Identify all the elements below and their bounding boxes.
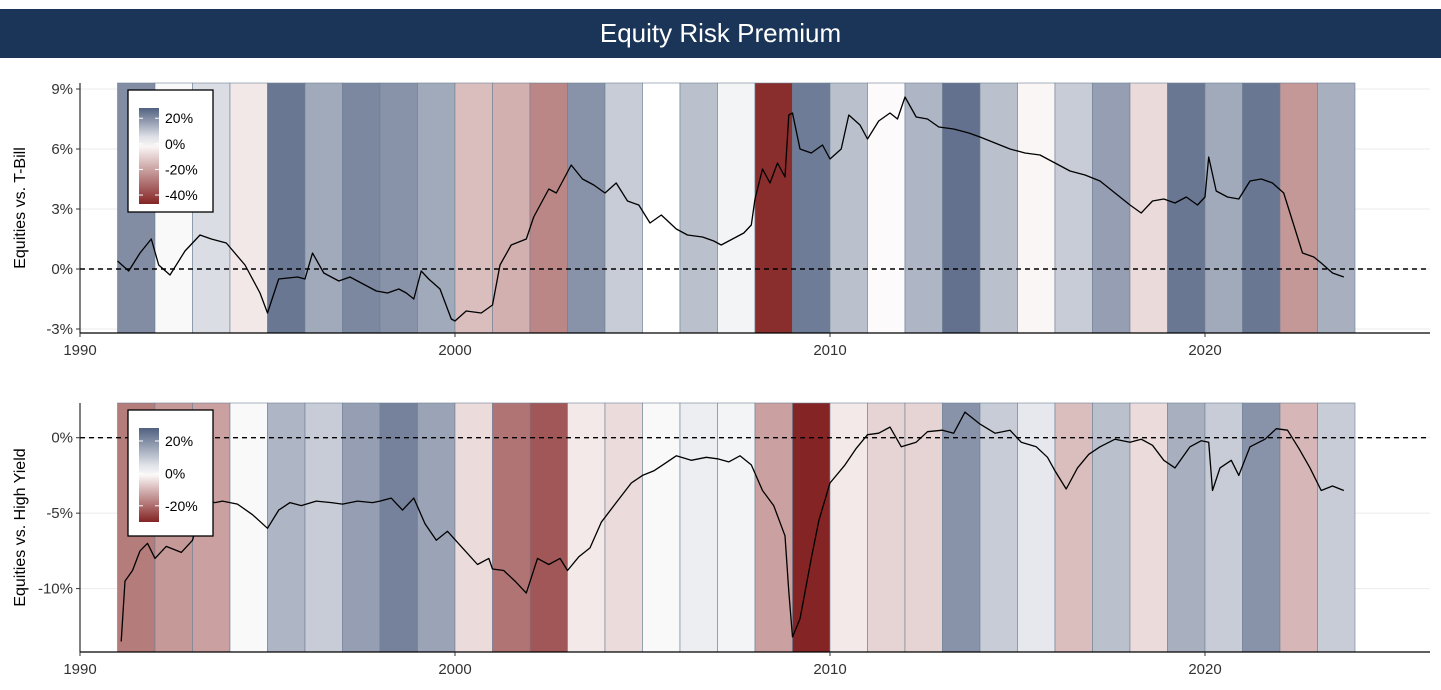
legend-colorbar	[139, 428, 159, 522]
annual-band-2021	[1242, 82, 1281, 334]
annual-band-2017	[1092, 402, 1131, 653]
annual-band-2010	[829, 82, 868, 334]
annual-band-2005	[642, 82, 681, 334]
legend-label: 0%	[165, 465, 185, 481]
annual-band-2019	[1167, 402, 1206, 653]
annual-band-2023	[1317, 402, 1356, 653]
annual-band-1999	[417, 402, 456, 653]
annual-band-2002	[529, 82, 568, 334]
annual-band-2011	[867, 82, 906, 334]
x-tick-label: 2010	[813, 342, 846, 359]
annual-band-1996	[304, 82, 343, 334]
annual-band-1996	[304, 402, 343, 653]
y-tick-label: 9%	[51, 81, 73, 98]
annual-band-2020	[1204, 402, 1243, 653]
annual-band-2015	[1017, 402, 1056, 653]
y-tick-label: 0%	[51, 261, 73, 278]
annual-band-2008	[754, 82, 793, 334]
annual-band-1994	[229, 82, 268, 334]
x-tick-label: 2000	[438, 661, 471, 678]
annual-band-2011	[867, 402, 906, 653]
annual-band-2005	[642, 402, 681, 653]
y-tick-label: -3%	[46, 321, 73, 338]
annual-band-2004	[604, 82, 643, 334]
legend-colorbar	[139, 108, 159, 204]
annual-band-1998	[379, 402, 418, 653]
x-tick-label: 2020	[1188, 661, 1221, 678]
annual-band-2000	[454, 402, 493, 653]
annual-band-2004	[604, 402, 643, 653]
annual-band-2020	[1204, 82, 1243, 334]
x-tick-label: 2000	[438, 342, 471, 359]
annual-band-2010	[829, 402, 868, 653]
annual-band-2006	[679, 402, 718, 653]
x-tick-label: 2010	[813, 661, 846, 678]
annual-band-2013	[942, 402, 981, 653]
annual-band-2023	[1317, 82, 1356, 334]
legend-label: 0%	[165, 136, 185, 152]
annual-band-2012	[904, 82, 943, 334]
x-tick-label: 1990	[63, 342, 96, 359]
annual-band-2014	[979, 402, 1018, 653]
legend-label: -20%	[165, 161, 198, 177]
annual-band-2022	[1279, 402, 1318, 653]
y-axis-title: Equities vs. T-Bill	[12, 147, 29, 269]
annual-band-2018	[1129, 82, 1168, 334]
annual-band-2013	[942, 82, 981, 334]
annual-band-1995	[267, 82, 306, 334]
y-tick-label: 0%	[51, 430, 73, 447]
annual-band-2009	[792, 82, 831, 334]
annual-band-2019	[1167, 82, 1206, 334]
annual-band-2007	[717, 402, 756, 653]
legend-label: -20%	[165, 498, 198, 514]
annual-band-2001	[492, 402, 531, 653]
chart-title: Equity Risk Premium	[0, 9, 1441, 58]
y-tick-label: 3%	[51, 201, 73, 218]
annual-band-2016	[1054, 82, 1093, 334]
x-tick-label: 2020	[1188, 342, 1221, 359]
annual-band-2018	[1129, 402, 1168, 653]
annual-band-2017	[1092, 82, 1131, 334]
annual-band-1999	[417, 82, 456, 334]
series-line-1	[117, 96, 1345, 322]
y-tick-label: 6%	[51, 141, 73, 158]
annual-band-1998	[379, 82, 418, 334]
legend-label: 20%	[165, 110, 193, 126]
annual-band-2006	[679, 82, 718, 334]
annual-band-2008	[754, 402, 793, 653]
x-tick-label: 1990	[63, 661, 96, 678]
annual-band-2016	[1054, 402, 1093, 653]
annual-band-1995	[267, 402, 306, 653]
annual-band-2021	[1242, 402, 1281, 653]
annual-band-2022	[1279, 82, 1318, 334]
y-axis-title: Equities vs. High Yield	[12, 448, 29, 606]
annual-band-2007	[717, 82, 756, 334]
annual-band-2003	[567, 82, 606, 334]
annual-band-1997	[342, 82, 381, 334]
series-line-1	[120, 411, 1345, 642]
annual-band-2014	[979, 82, 1018, 334]
annual-band-2000	[454, 82, 493, 334]
annual-band-2015	[1017, 82, 1056, 334]
annual-band-2012	[904, 402, 943, 653]
panel-2: 0% -5% -10% 1990 2000 2010 2020 Equities vs. Hi…	[12, 402, 1430, 678]
annual-band-2002	[529, 402, 568, 653]
annual-band-2009	[792, 402, 831, 653]
legend-label: -40%	[165, 187, 198, 203]
y-tick-label: -10%	[38, 581, 73, 598]
annual-band-1997	[342, 402, 381, 653]
y-tick-label: -5%	[46, 505, 73, 522]
annual-band-1994	[229, 402, 268, 653]
annual-band-2001	[492, 82, 531, 334]
panel-1: 9% 6% 3% 0% -3% 1990 2000 2010 2020 Equities vs. …	[12, 81, 1430, 359]
legend-label: 20%	[165, 433, 193, 449]
